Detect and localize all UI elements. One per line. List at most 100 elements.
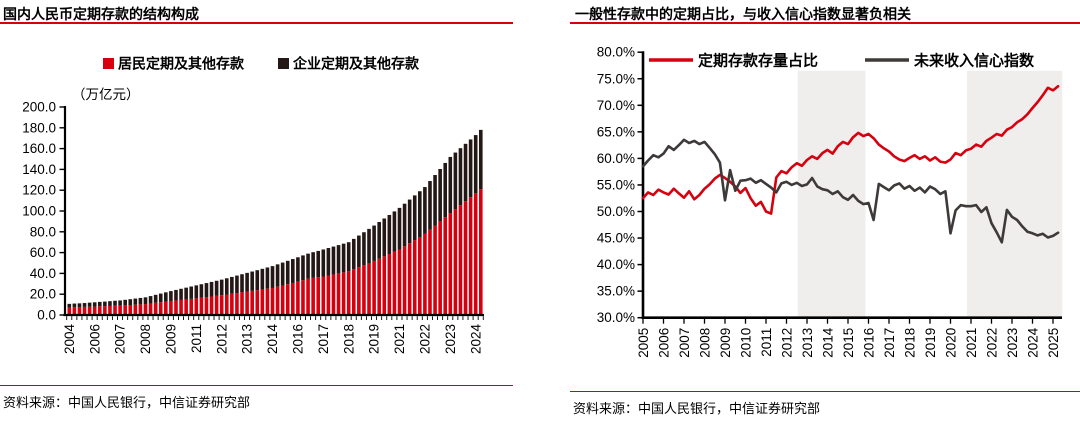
bar-segment-resident	[331, 274, 336, 315]
bar-segment-resident	[235, 293, 239, 315]
left-chart-title: 国内人民币定期存款的结构构成	[3, 6, 199, 22]
left-x-axis: 2004 2006 2007 2008 2009 2011 2012 2013 2014 2016…	[62, 313, 484, 355]
right-title-underline	[570, 22, 1080, 24]
bar-segment-resident	[72, 307, 77, 315]
bar-segment-corporate	[82, 303, 87, 307]
y-tick-label: 140.0	[22, 162, 56, 177]
bar-segment-resident	[458, 205, 463, 315]
y-tick-label: 20.0	[30, 287, 56, 302]
bar-segment-resident	[473, 193, 478, 315]
left-chart-panel: 国内人民币定期存款的结构构成 居民定期及其他存款 企业定期及其他存款 （万亿元） 0.…	[0, 0, 513, 430]
bar-segment-corporate	[351, 238, 356, 270]
y-tick-label: 75.0%	[597, 71, 635, 86]
bar-segment-corporate	[270, 266, 275, 288]
bar-segment-corporate	[285, 260, 290, 285]
right-source-text: 资料来源：中国人民银行，中信证券研究部	[573, 401, 821, 416]
bar-segment-corporate	[423, 187, 427, 234]
y-tick-label: 200.0	[22, 100, 56, 115]
y-tick-label: 65.0%	[597, 124, 635, 139]
bar-segment-corporate	[418, 191, 422, 237]
bar-segment-corporate	[153, 294, 158, 303]
x-tick-label: 2006	[87, 324, 102, 354]
bar-segment-corporate	[87, 302, 92, 307]
bar-segment-corporate	[128, 299, 133, 306]
bar-segment-corporate	[468, 139, 473, 198]
bar-segment-corporate	[372, 225, 376, 261]
bar-segment-resident	[174, 300, 178, 315]
bar-segment-resident	[463, 201, 468, 315]
bar-segment-resident	[280, 285, 285, 315]
bar-segment-corporate	[407, 199, 412, 244]
x-tick-label: 2004	[62, 324, 77, 355]
bar-segment-resident	[123, 305, 127, 315]
y-tick-label: 180.0	[22, 120, 56, 135]
bar-segment-resident	[326, 275, 331, 315]
right-chart-legend: 定期存款存量占比 未来收入信心指数	[649, 52, 1035, 70]
bar-segment-corporate	[341, 243, 346, 273]
bar-segment-corporate	[235, 275, 239, 294]
bar-segment-resident	[143, 304, 148, 315]
x-tick-label: 2011	[759, 328, 774, 357]
x-tick-label: 2014	[820, 327, 835, 358]
bar-segment-resident	[285, 284, 290, 315]
bar-segment-corporate	[169, 291, 173, 301]
bar-segment-corporate	[346, 242, 351, 272]
bar-segment-corporate	[174, 289, 178, 301]
x-tick-label: 2016	[291, 324, 306, 354]
bar-segment-resident	[438, 221, 442, 315]
bar-segment-corporate	[382, 218, 387, 257]
y-tick-label: 120.0	[22, 183, 56, 198]
x-tick-label: 2020	[943, 328, 958, 358]
bar-segment-corporate	[458, 148, 463, 206]
bar-segment-resident	[138, 304, 143, 315]
bar-segment-corporate	[453, 152, 458, 210]
y-tick-label: 60.0	[30, 245, 56, 260]
left-source-text: 资料来源：中国人民银行，中信证券研究部	[3, 395, 251, 410]
x-tick-label: 2008	[138, 324, 153, 354]
bar-segment-resident	[316, 277, 321, 315]
bar-segment-resident	[357, 267, 361, 315]
x-tick-label: 2021	[964, 328, 979, 358]
bar-segment-corporate	[478, 129, 483, 190]
y-tick-label: 80.0	[30, 224, 56, 239]
bar-segment-corporate	[275, 264, 280, 287]
bar-segment-corporate	[296, 257, 300, 282]
right-chart-title: 一般性存款中的定期占比，与收入信心指数显著负相关	[575, 6, 911, 22]
right-chart-panel: 一般性存款中的定期占比，与收入信心指数显著负相关 30.0% 35.0% 40.0%…	[570, 0, 1080, 430]
bar-segment-resident	[158, 302, 163, 315]
x-tick-label: 2012	[779, 328, 794, 358]
right-line-chart-canvas: 30.0% 35.0% 40.0% 45.0% 50.0% 55.0% 60.0% 65.0%…	[597, 45, 1063, 358]
bar-segment-resident	[321, 276, 326, 315]
bar-segment-corporate	[367, 228, 371, 263]
y-tick-label: 40.0	[30, 266, 56, 281]
bar-segment-corporate	[230, 276, 234, 294]
x-tick-label: 2018	[341, 324, 356, 354]
bar-segment-resident	[82, 306, 87, 315]
bar-segment-corporate	[97, 301, 102, 307]
bar-segment-corporate	[306, 253, 310, 279]
bar-segment-corporate	[250, 271, 254, 291]
x-tick-label: 2025	[1046, 328, 1061, 358]
y-tick-label: 50.0%	[597, 204, 635, 219]
x-tick-label: 2016	[861, 328, 876, 358]
bar-segment-corporate	[209, 281, 214, 297]
left-source-divider	[0, 385, 513, 386]
legend-label: 居民定期及其他存款	[118, 56, 245, 72]
x-tick-label: 2024	[468, 324, 483, 355]
bar-segment-resident	[87, 306, 92, 315]
bar-segment-resident	[397, 249, 402, 315]
bar-segment-corporate	[301, 255, 305, 281]
x-tick-label: 2005	[636, 328, 651, 358]
bar-segment-corporate	[387, 214, 392, 255]
right-source-divider	[570, 391, 1080, 392]
bar-segment-corporate	[265, 267, 270, 289]
bar-segment-resident	[478, 189, 483, 315]
bar-segment-resident	[77, 307, 82, 315]
x-tick-label: 2014	[265, 324, 280, 355]
bar-segment-resident	[209, 296, 214, 315]
bar-segment-corporate	[148, 296, 153, 304]
y-tick-label: 0.0	[37, 308, 56, 323]
bar-segment-resident	[372, 260, 376, 315]
legend-label: 定期存款存量占比	[698, 52, 818, 70]
bar-segment-resident	[108, 305, 112, 315]
